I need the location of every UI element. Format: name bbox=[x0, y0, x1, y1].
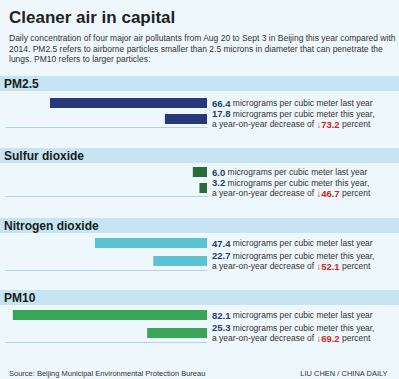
svg-text:17.8: 17.8 bbox=[212, 108, 231, 119]
svg-text:percent: percent bbox=[340, 333, 371, 343]
svg-text:82.1: 82.1 bbox=[212, 310, 231, 321]
svg-text:lungs. PM10 refers to larger p: lungs. PM10 refers to larger particles: bbox=[9, 54, 150, 64]
svg-text:micrograms per cubic meter thi: micrograms per cubic meter this year, bbox=[230, 323, 374, 333]
svg-text:micrograms per cubic meter thi: micrograms per cubic meter this year, bbox=[230, 251, 374, 261]
svg-text:Nitrogen dioxide: Nitrogen dioxide bbox=[4, 219, 99, 233]
svg-text:micrograms per cubic meter thi: micrograms per cubic meter this year, bbox=[225, 178, 369, 188]
svg-text:25.3: 25.3 bbox=[212, 322, 231, 333]
svg-text:Cleaner air in capital: Cleaner air in capital bbox=[9, 8, 175, 27]
svg-text:a year-on-year decrease of: a year-on-year decrease of bbox=[212, 333, 316, 343]
svg-text:LIU CHEN / CHINA DAILY: LIU CHEN / CHINA DAILY bbox=[300, 369, 387, 378]
svg-text:a year-on-year decrease of: a year-on-year decrease of bbox=[212, 261, 316, 271]
svg-text:2014. PM2.5 refers to airborne: 2014. PM2.5 refers to airborne particles… bbox=[9, 44, 385, 54]
svg-text:↓52.1: ↓52.1 bbox=[316, 261, 340, 272]
svg-text:PM2.5: PM2.5 bbox=[4, 77, 39, 91]
svg-text:micrograms per cubic meter las: micrograms per cubic meter last year bbox=[230, 310, 372, 320]
svg-text:micrograms per cubic meter thi: micrograms per cubic meter this year, bbox=[230, 109, 374, 119]
svg-text:percent: percent bbox=[340, 119, 371, 129]
svg-text:22.7: 22.7 bbox=[212, 250, 231, 261]
svg-text:↓46.7: ↓46.7 bbox=[316, 188, 339, 199]
svg-text:Sulfur dioxide: Sulfur dioxide bbox=[4, 149, 84, 163]
svg-text:micrograms per cubic meter las: micrograms per cubic meter last year bbox=[230, 98, 372, 108]
svg-text:a year-on-year decrease of: a year-on-year decrease of bbox=[212, 188, 316, 198]
svg-text:a year-on-year decrease of: a year-on-year decrease of bbox=[212, 119, 316, 129]
svg-text:micrograms per cubic meter las: micrograms per cubic meter last year bbox=[225, 167, 367, 177]
svg-text:↓73.2: ↓73.2 bbox=[316, 119, 339, 130]
svg-text:percent: percent bbox=[340, 261, 371, 271]
svg-text:percent: percent bbox=[340, 188, 371, 198]
svg-text:micrograms per cubic meter las: micrograms per cubic meter last year bbox=[230, 238, 372, 248]
svg-text:Daily concentration of four ma: Daily concentration of four major air po… bbox=[9, 33, 398, 43]
svg-text:47.4: 47.4 bbox=[212, 238, 231, 249]
svg-text:PM10: PM10 bbox=[4, 291, 36, 305]
svg-text:6.0: 6.0 bbox=[212, 167, 225, 178]
svg-text:Source: Beijing Municipal Envi: Source: Beijing Municipal Environmental … bbox=[9, 369, 205, 378]
svg-text:66.4: 66.4 bbox=[212, 98, 231, 109]
svg-text:3.2: 3.2 bbox=[212, 177, 225, 188]
svg-text:↓69.2: ↓69.2 bbox=[316, 333, 339, 344]
